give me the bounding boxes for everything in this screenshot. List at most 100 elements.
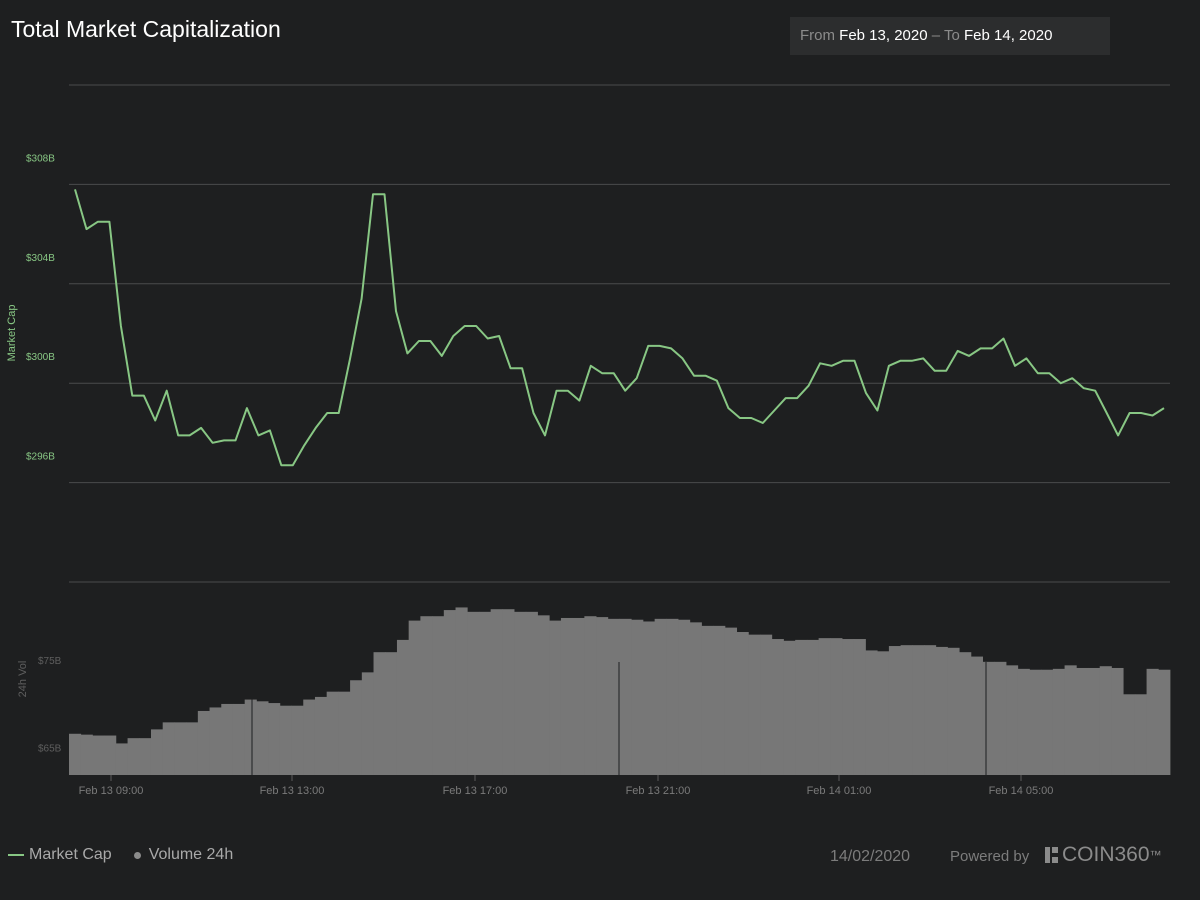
footer-date: 14/02/2020 xyxy=(830,848,911,865)
volume-bar xyxy=(912,645,925,775)
volume-bar xyxy=(514,611,527,775)
volume-bar xyxy=(701,625,714,775)
x-tick-label: Feb 13 17:00 xyxy=(443,785,508,797)
date-range-picker[interactable]: From Feb 13, 2020 – To Feb 14, 2020 xyxy=(790,17,1110,55)
volume-bar xyxy=(408,620,421,775)
volume-bar xyxy=(865,650,878,775)
volume-bar xyxy=(678,619,691,775)
y-axis-label-market-cap: Market Cap xyxy=(6,305,18,362)
volume-bar xyxy=(736,632,749,775)
volume-bar xyxy=(935,646,948,775)
volume-bar xyxy=(1017,668,1030,775)
brand-logo[interactable]: COIN360 ™ xyxy=(1045,843,1162,867)
vol-y-tick-label: $75B xyxy=(38,656,62,667)
volume-bar xyxy=(795,639,808,775)
legend-volume[interactable]: Volume 24h xyxy=(148,846,234,863)
brand-name: COIN360 xyxy=(1062,843,1150,866)
volume-bar xyxy=(221,703,234,775)
volume-bar xyxy=(818,638,831,775)
volume-bar xyxy=(748,634,761,775)
volume-bar xyxy=(478,611,492,775)
x-tick-label: Feb 14 01:00 xyxy=(807,785,872,797)
volume-bar xyxy=(467,611,480,775)
volume-bar xyxy=(1134,694,1147,775)
volume-bar xyxy=(502,609,515,775)
volume-bar xyxy=(877,651,890,775)
trademark: ™ xyxy=(1149,848,1162,862)
volume-bar xyxy=(982,661,995,775)
volume-bar xyxy=(1076,667,1089,775)
volume-bar xyxy=(1146,668,1159,775)
volume-bar xyxy=(232,703,246,775)
volume-bar xyxy=(244,699,257,775)
volume-bar xyxy=(256,701,269,775)
volume-legend-swatch xyxy=(133,851,141,859)
volume-bar xyxy=(947,647,960,775)
volume-bar xyxy=(396,639,410,775)
volume-bar xyxy=(619,618,632,775)
volume-bar xyxy=(970,656,983,775)
volume-bar xyxy=(1041,669,1054,775)
volume-bar xyxy=(291,705,304,775)
volume-bar xyxy=(432,616,445,775)
volume-bar xyxy=(1099,666,1112,775)
volume-bar xyxy=(830,638,843,775)
volume-bar xyxy=(127,738,140,775)
volume-bar xyxy=(92,735,105,775)
legend: Market Cap Volume 24h xyxy=(8,846,233,864)
volume-bar xyxy=(373,652,386,775)
x-tick-label: Feb 14 05:00 xyxy=(989,785,1054,797)
volume-bar xyxy=(268,703,281,775)
volume-bar xyxy=(584,616,597,775)
volume-bar xyxy=(596,617,609,775)
volume-bar xyxy=(162,722,175,775)
volume-bar xyxy=(338,691,351,775)
market-cap-legend-swatch xyxy=(8,854,24,856)
volume-bar xyxy=(420,616,433,775)
y-tick-label: $304B xyxy=(26,253,55,264)
axes: Market Cap 24h Vol $296B $300B $304B $308B $… xyxy=(6,153,1053,797)
volume-bar xyxy=(174,722,187,775)
volume-bar xyxy=(1064,665,1077,775)
volume-bar xyxy=(689,622,702,775)
coin360-logo-icon xyxy=(1045,847,1058,863)
volume-bar xyxy=(771,639,784,775)
volume-bar xyxy=(197,710,210,775)
grid xyxy=(69,84,1170,583)
volume-bar xyxy=(1029,669,1042,775)
x-tick-label: Feb 13 21:00 xyxy=(626,785,691,797)
volume-bar xyxy=(69,733,82,775)
volume-bar xyxy=(443,610,456,775)
volume-bar xyxy=(549,620,562,775)
volume-bar xyxy=(326,691,339,775)
range-to-value: Feb 14, 2020 xyxy=(964,27,1053,44)
y-tick-label: $296B xyxy=(26,452,55,463)
range-from-label: From xyxy=(800,27,835,44)
powered-by-label: Powered by xyxy=(950,848,1030,865)
market-cap-chart[interactable]: Market Cap 24h Vol $296B $300B $304B $308B $… xyxy=(0,0,1200,830)
volume-bar xyxy=(80,734,93,775)
volume-bar xyxy=(642,621,656,775)
volume-bars xyxy=(69,607,1171,775)
market-cap-line xyxy=(74,189,1165,467)
volume-bar xyxy=(490,609,503,775)
page-title: Total Market Capitalization xyxy=(11,16,281,42)
volume-bar xyxy=(560,617,574,775)
volume-bar xyxy=(209,707,222,775)
range-separator: – xyxy=(931,27,941,44)
volume-bar xyxy=(537,615,550,775)
range-to-label: To xyxy=(944,27,960,44)
volume-bar xyxy=(1006,665,1019,775)
volume-bar xyxy=(350,680,363,775)
volume-bar xyxy=(572,617,585,775)
legend-market-cap[interactable]: Market Cap xyxy=(29,846,112,863)
volume-bar xyxy=(724,627,738,775)
volume-bar xyxy=(186,722,199,775)
volume-bar xyxy=(666,618,679,775)
volume-bar xyxy=(607,618,620,775)
volume-bar xyxy=(1111,667,1124,775)
volume-bar xyxy=(139,738,152,775)
volume-bar xyxy=(853,639,866,775)
volume-bar xyxy=(1052,668,1065,775)
volume-bar xyxy=(959,652,972,775)
